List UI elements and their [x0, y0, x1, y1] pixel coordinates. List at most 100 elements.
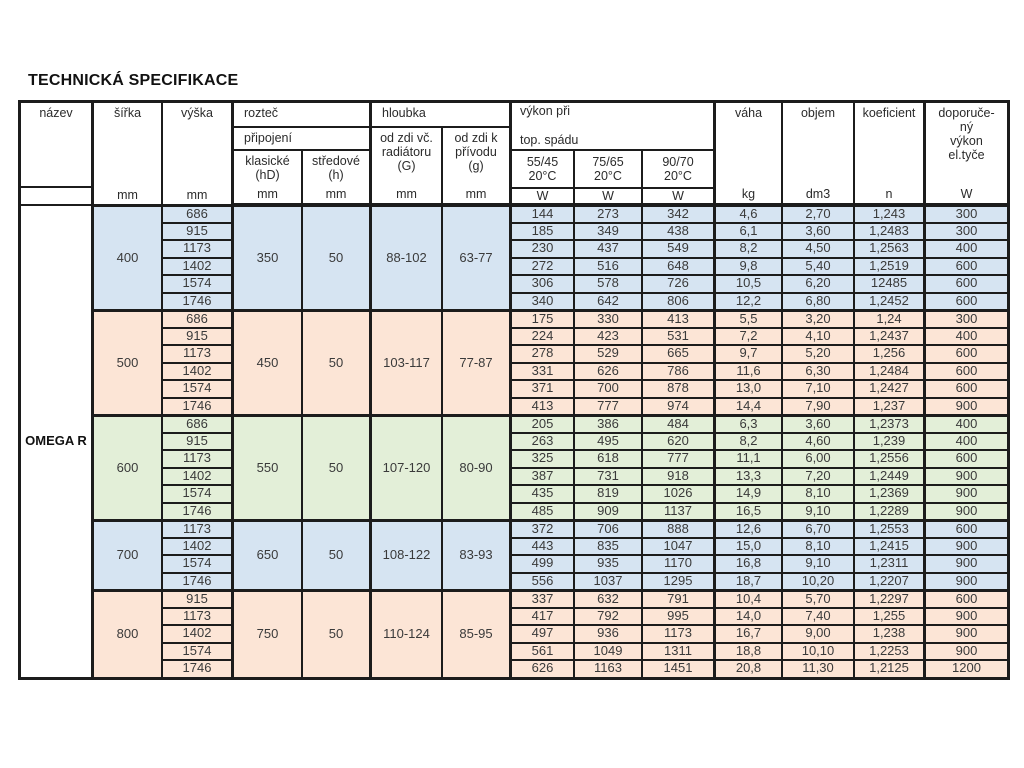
coefficient-cell: 1,2427: [854, 380, 924, 398]
weight-cell: 16,5: [714, 502, 782, 520]
el-rod-power-cell: 400: [924, 432, 1008, 450]
el-rod-power-cell: 600: [924, 380, 1008, 398]
weight-cell: 11,1: [714, 450, 782, 468]
col-header-w-unit-2: W: [574, 188, 642, 205]
coefficient-cell: 1,2519: [854, 257, 924, 275]
power-55-45-cell: 499: [510, 555, 574, 573]
power-90-70-cell: 413: [642, 310, 714, 328]
height-cell: 1402: [162, 467, 232, 485]
power-90-70-cell: 1173: [642, 625, 714, 643]
power-75-65-cell: 792: [574, 607, 642, 625]
power-90-70-cell: 1026: [642, 485, 714, 503]
weight-cell: 9,7: [714, 345, 782, 363]
coefficient-cell: 1,2253: [854, 642, 924, 660]
coefficient-cell: 1,255: [854, 607, 924, 625]
pitch-classic-cell: 650: [232, 520, 302, 590]
power-75-65-cell: 936: [574, 625, 642, 643]
col-header-objem-label: objem: [800, 106, 836, 120]
col-header-grad-90-70: 90/70 20°C: [642, 150, 714, 188]
volume-cell: 3,60: [782, 222, 854, 240]
weight-cell: 13,3: [714, 467, 782, 485]
volume-cell: 9,00: [782, 625, 854, 643]
el-rod-power-cell: 900: [924, 537, 1008, 555]
product-name-cell: OMEGA R: [20, 205, 92, 678]
power-55-45-cell: 387: [510, 467, 574, 485]
power-55-45-cell: 185: [510, 222, 574, 240]
weight-cell: 10,5: [714, 275, 782, 293]
power-75-65-cell: 437: [574, 240, 642, 258]
coefficient-cell: 1,2415: [854, 537, 924, 555]
weight-cell: 16,7: [714, 625, 782, 643]
height-cell: 1173: [162, 345, 232, 363]
col-header-vyska: výška mm: [162, 102, 232, 205]
col-header-objem-unit: dm3: [805, 187, 831, 201]
col-header-od-zdi-radiator-unit: mm: [396, 187, 417, 201]
volume-cell: 6,20: [782, 275, 854, 293]
power-90-70-cell: 1170: [642, 555, 714, 573]
power-55-45-cell: 337: [510, 590, 574, 608]
power-90-70-cell: 806: [642, 292, 714, 310]
volume-cell: 10,10: [782, 642, 854, 660]
el-rod-power-cell: 600: [924, 275, 1008, 293]
col-header-roztec: rozteč: [232, 102, 370, 127]
weight-cell: 18,7: [714, 572, 782, 590]
el-rod-power-cell: 600: [924, 345, 1008, 363]
width-cell: 500: [92, 310, 162, 415]
power-90-70-cell: 1451: [642, 660, 714, 678]
power-55-45-cell: 371: [510, 380, 574, 398]
coefficient-cell: 1,2437: [854, 327, 924, 345]
col-header-vyska-unit: mm: [186, 188, 208, 202]
volume-cell: 8,10: [782, 537, 854, 555]
power-75-65-cell: 700: [574, 380, 642, 398]
pitch-central-cell: 50: [302, 590, 370, 678]
weight-cell: 13,0: [714, 380, 782, 398]
header-bottom-rule: [20, 170, 92, 188]
weight-cell: 9,8: [714, 257, 782, 275]
height-cell: 1574: [162, 555, 232, 573]
volume-cell: 3,60: [782, 415, 854, 433]
col-header-stredove-unit: mm: [325, 187, 347, 201]
weight-cell: 4,6: [714, 205, 782, 223]
power-75-65-cell: 731: [574, 467, 642, 485]
power-55-45-cell: 497: [510, 625, 574, 643]
col-header-od-zdi-radiator: od zdi vč. radiátoru (G) mm: [370, 127, 442, 205]
height-cell: 1402: [162, 257, 232, 275]
weight-cell: 12,2: [714, 292, 782, 310]
volume-cell: 7,40: [782, 607, 854, 625]
height-cell: 1746: [162, 660, 232, 678]
el-rod-power-cell: 600: [924, 520, 1008, 538]
el-rod-power-cell: 300: [924, 205, 1008, 223]
pitch-central-cell: 50: [302, 415, 370, 520]
power-55-45-cell: 306: [510, 275, 574, 293]
power-90-70-cell: 995: [642, 607, 714, 625]
height-cell: 915: [162, 432, 232, 450]
depth-G-cell: 107-120: [370, 415, 442, 520]
weight-cell: 15,0: [714, 537, 782, 555]
volume-cell: 5,40: [782, 257, 854, 275]
col-header-vaha-label: váha: [734, 106, 763, 120]
coefficient-cell: 12485: [854, 275, 924, 293]
coefficient-cell: 1,2289: [854, 502, 924, 520]
power-90-70-cell: 620: [642, 432, 714, 450]
col-header-od-zdi-privod-label: od zdi k přívodu (g): [454, 131, 498, 173]
volume-cell: 6,30: [782, 362, 854, 380]
power-55-45-cell: 230: [510, 240, 574, 258]
weight-cell: 14,9: [714, 485, 782, 503]
power-90-70-cell: 1311: [642, 642, 714, 660]
power-90-70-cell: 888: [642, 520, 714, 538]
coefficient-cell: 1,2484: [854, 362, 924, 380]
el-rod-power-cell: 400: [924, 240, 1008, 258]
col-header-doporuceny-unit: W: [960, 187, 973, 201]
height-cell: 1402: [162, 362, 232, 380]
col-header-vykon-label: výkon při top. spádu: [520, 104, 579, 147]
col-header-klasicke: klasické (hD) mm: [232, 150, 302, 205]
power-75-65-cell: 1163: [574, 660, 642, 678]
depth-G-cell: 108-122: [370, 520, 442, 590]
weight-cell: 8,2: [714, 240, 782, 258]
el-rod-power-cell: 600: [924, 362, 1008, 380]
height-cell: 1574: [162, 275, 232, 293]
coefficient-cell: 1,2483: [854, 222, 924, 240]
power-90-70-cell: 342: [642, 205, 714, 223]
weight-cell: 8,2: [714, 432, 782, 450]
col-header-koeficient: koeficient n: [854, 102, 924, 205]
